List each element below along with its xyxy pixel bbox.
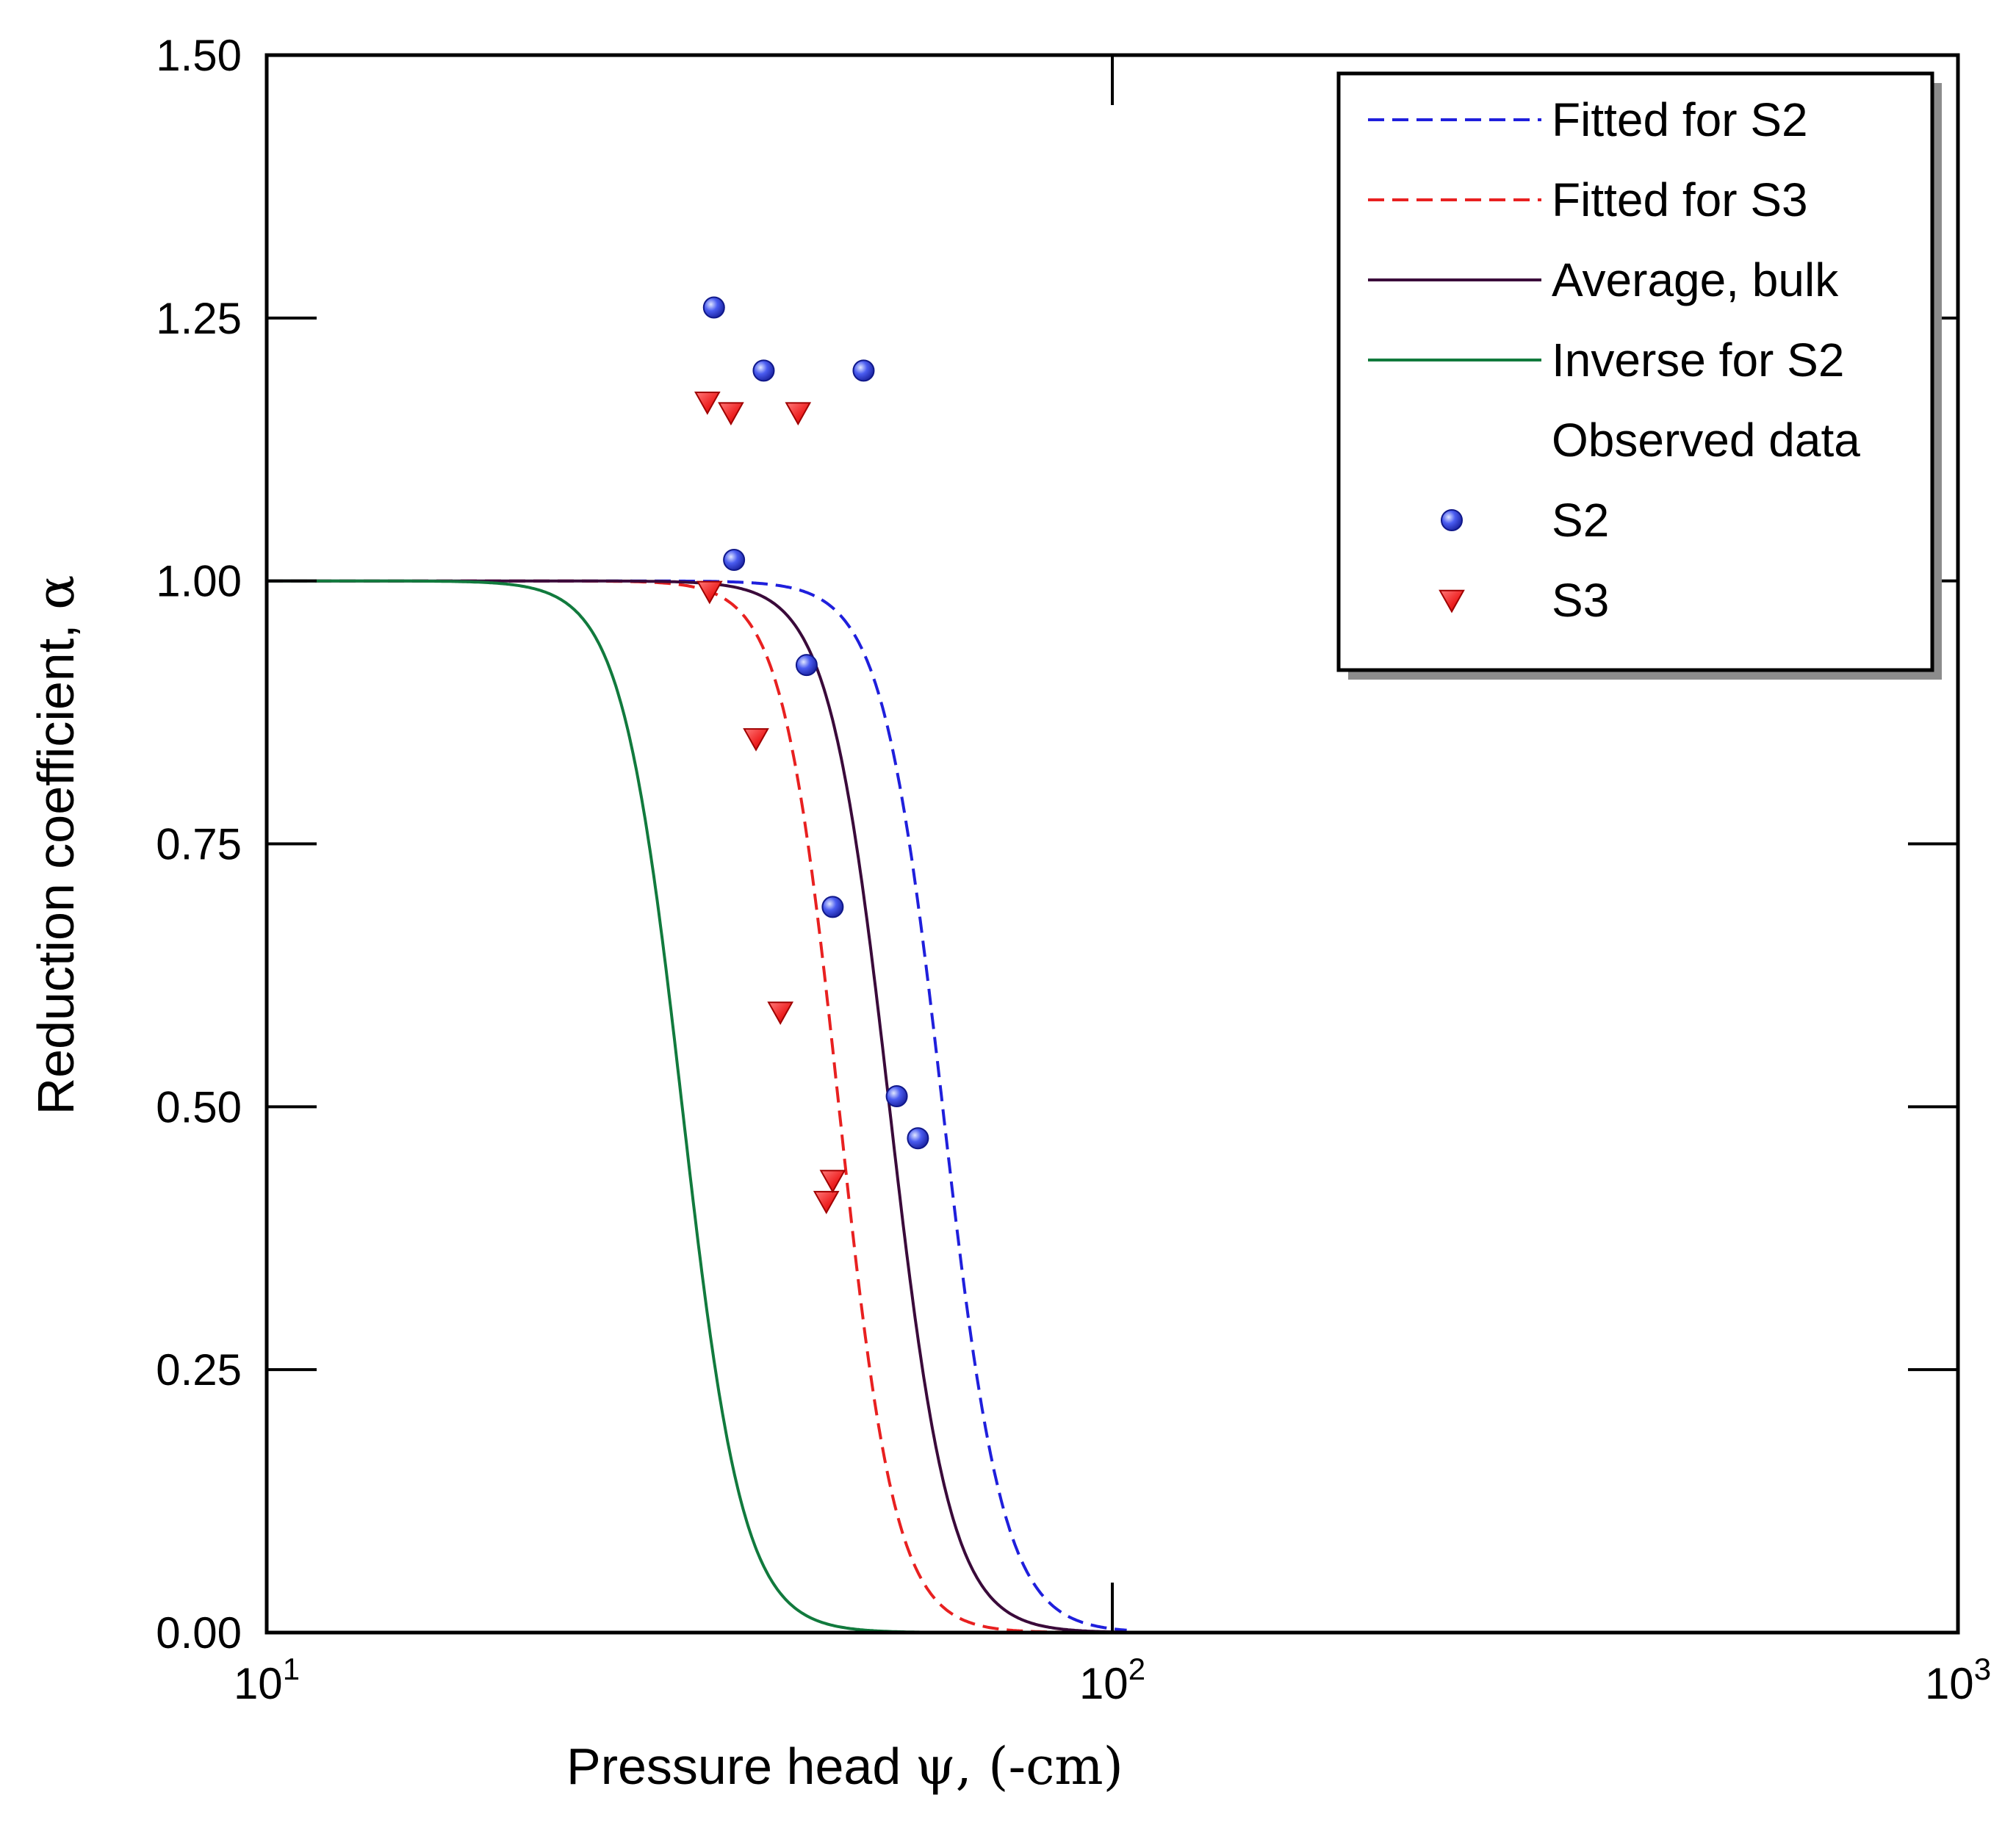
y-tick-label: 0.25 [156,1345,242,1395]
y-tick-label: 1.00 [156,557,242,606]
legend-label: Fitted for S2 [1552,93,1808,146]
legend-label: Fitted for S3 [1552,173,1808,226]
s3-point [718,402,744,426]
legend-header: Observed data [1552,414,1860,467]
legend-label: S2 [1552,494,1609,547]
s3-point [694,392,721,415]
y-axis-title: Reduction coefficient, α [26,575,86,1115]
series-average-bulk [267,579,1127,1634]
legend-marker [1439,589,1465,613]
s3-point [696,580,723,605]
s2-point [702,296,725,319]
x-tick-label: 103 [1925,1652,1991,1708]
s2-point [795,654,818,677]
tick-labels: 0.00 0.25 0.50 0.75 1.00 1.25 1.50 101 102 103 [156,31,1991,1708]
x-tick-label: 101 [234,1652,300,1708]
s2-point [852,359,875,382]
y-tick-label: 0.00 [156,1608,242,1658]
s3-point [813,1190,840,1215]
s2-point [821,896,844,918]
legend-label: S3 [1552,574,1609,627]
y-tick-label: 1.25 [156,294,242,343]
x-tick-label: 102 [1079,1652,1145,1708]
s2-point [885,1085,908,1108]
x-axis-title: Pressure head ψ, (-cm) [566,1736,1123,1796]
legend-label: Inverse for S2 [1552,334,1844,386]
y-tick-label: 1.50 [156,31,242,80]
y-tick-label: 0.75 [156,820,242,869]
legend: Fitted for S2 Fitted for S3 Average, bulk I… [1336,71,1942,680]
s3-point [743,728,769,752]
observed-points [694,296,929,1215]
series-fitted-for-s2 [267,579,1127,1632]
fitted-curves [267,579,1127,1634]
s2-point [723,549,746,572]
y-tick-label: 0.50 [156,1082,242,1131]
s3-point [819,1170,846,1193]
series-inverse-for-s2 [267,579,1127,1634]
legend-label: Average, bulk [1552,253,1839,306]
legend-marker [1441,509,1463,531]
s3-point [785,402,812,426]
series-fitted-for-s3 [267,579,1127,1634]
s3-point [767,1001,793,1025]
s2-point [752,359,775,382]
s2-point [907,1127,929,1150]
legend-box [1336,71,1934,672]
